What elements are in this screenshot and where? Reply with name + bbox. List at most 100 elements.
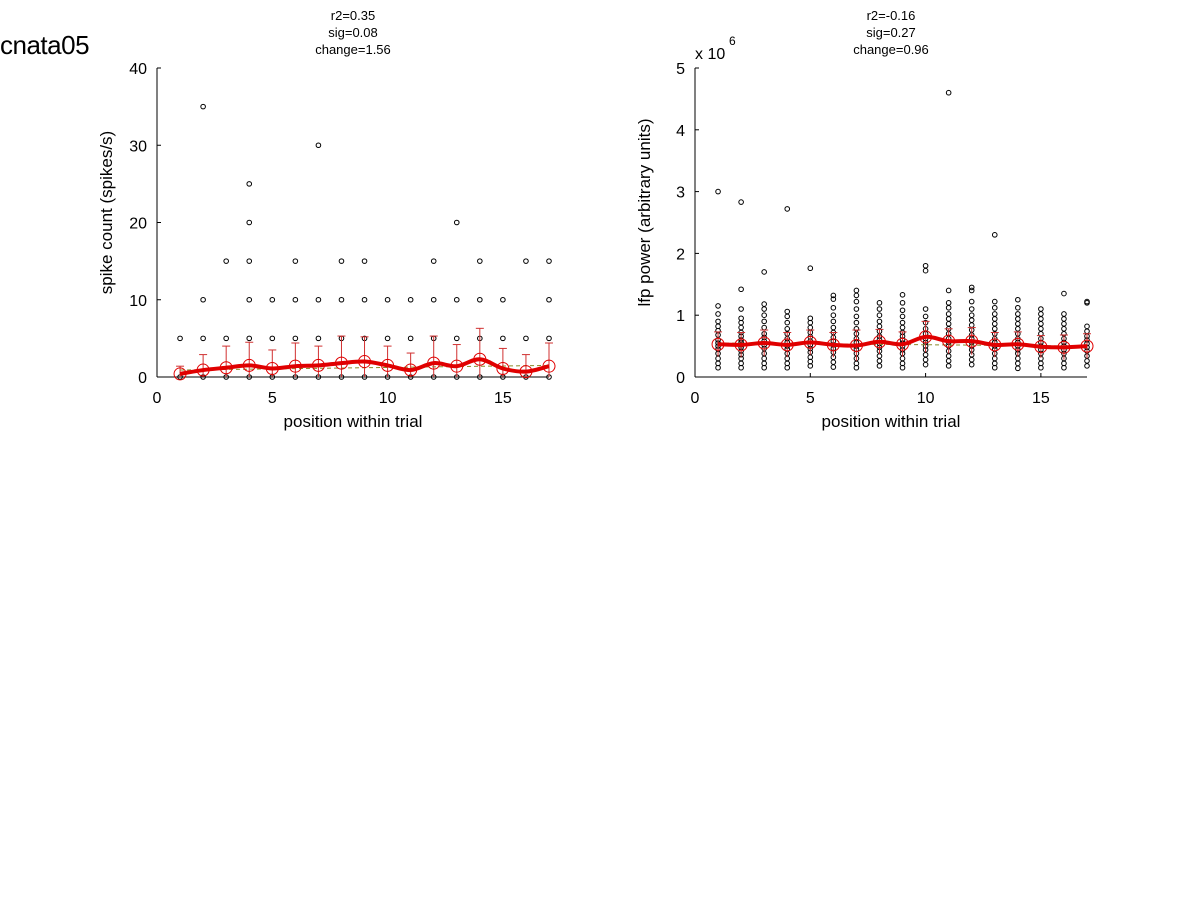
data-point	[991, 304, 998, 311]
exponent-power: 6	[729, 34, 736, 48]
data-point	[830, 364, 837, 370]
data-point	[991, 311, 998, 317]
y-tick-label: 3	[676, 185, 685, 202]
data-point	[1038, 316, 1044, 322]
mean-marker	[542, 359, 556, 373]
mean-marker	[942, 334, 956, 348]
data-point	[945, 363, 952, 369]
data-point	[246, 296, 253, 303]
x-tick-label: 10	[379, 390, 397, 407]
y-axis-label: spike count (spikes/s)	[97, 131, 116, 294]
data-point	[200, 335, 206, 342]
data-point	[945, 316, 952, 322]
data-point	[761, 318, 767, 325]
x-tick-label: 15	[1032, 390, 1050, 407]
data-point	[407, 296, 414, 303]
data-point	[315, 142, 322, 149]
mean-marker	[1034, 340, 1048, 354]
data-point	[899, 307, 906, 314]
data-point	[991, 232, 998, 238]
data-point	[1015, 296, 1021, 303]
data-point	[922, 267, 929, 274]
y-tick-label: 5	[676, 61, 685, 78]
data-point	[200, 296, 206, 303]
mean-marker	[311, 358, 325, 372]
data-point	[968, 322, 975, 328]
y-tick-label: 0	[138, 370, 147, 387]
data-point	[738, 324, 744, 331]
data-point	[876, 323, 883, 330]
data-point	[1084, 363, 1090, 369]
x-tick-label: 0	[153, 390, 162, 407]
data-point	[945, 358, 952, 364]
data-point	[899, 355, 906, 362]
chart-title-line: change=1.56	[315, 42, 391, 57]
y-axis-label: lfp power (arbitrary units)	[635, 118, 654, 306]
data-point	[899, 313, 906, 320]
mean-marker	[450, 359, 464, 373]
data-point	[968, 284, 975, 291]
data-point	[922, 306, 929, 312]
data-point	[876, 312, 883, 319]
data-point	[1015, 311, 1021, 317]
data-point	[945, 287, 952, 294]
data-point	[830, 304, 837, 311]
data-point	[784, 325, 791, 332]
data-point	[715, 318, 721, 325]
data-point	[991, 298, 998, 305]
data-point	[453, 296, 460, 303]
data-point	[384, 335, 391, 342]
data-point	[292, 335, 299, 342]
data-point	[853, 306, 860, 312]
data-point	[246, 258, 253, 264]
data-point	[361, 258, 368, 264]
data-point	[738, 286, 744, 293]
y-tick-label: 20	[129, 216, 147, 233]
y-tick-label: 2	[676, 246, 685, 263]
data-point	[1061, 321, 1067, 327]
data-point	[523, 335, 529, 342]
x-tick-label: 5	[806, 390, 815, 407]
data-point	[830, 324, 837, 331]
data-point	[899, 292, 906, 298]
mean-line	[179, 357, 550, 376]
data-point	[1015, 321, 1021, 327]
data-point	[738, 199, 744, 205]
data-point	[853, 313, 860, 320]
data-point	[807, 315, 814, 322]
data-point	[269, 296, 276, 303]
chart-title-line: sig=0.27	[866, 25, 916, 40]
data-point	[1038, 311, 1044, 317]
data-point	[761, 269, 767, 275]
data-point	[991, 325, 998, 332]
data-point	[361, 296, 368, 303]
mean-marker	[1011, 337, 1025, 351]
data-point	[945, 300, 952, 306]
x-tick-label: 5	[268, 390, 277, 407]
data-point	[1015, 360, 1021, 367]
data-point	[876, 318, 883, 325]
data-point	[761, 355, 767, 362]
data-point	[1061, 311, 1067, 317]
exponent-label: x 10	[695, 46, 725, 63]
mean-marker	[896, 337, 910, 351]
data-point	[945, 311, 952, 317]
data-point	[523, 258, 529, 264]
mean-marker	[173, 367, 187, 381]
chart-title-line: change=0.96	[853, 42, 929, 57]
mean-marker	[334, 356, 348, 370]
mean-marker	[780, 338, 794, 352]
x-tick-label: 10	[917, 390, 935, 407]
chart-title-line: sig=0.08	[328, 25, 378, 40]
mean-marker	[872, 335, 886, 349]
data-point	[1084, 323, 1090, 330]
data-point	[968, 287, 975, 294]
data-point	[1038, 325, 1044, 332]
data-point	[899, 300, 906, 306]
data-point	[715, 355, 721, 362]
data-point	[200, 103, 206, 110]
mean-marker	[404, 363, 418, 377]
data-point	[830, 318, 837, 325]
data-point	[407, 335, 414, 342]
